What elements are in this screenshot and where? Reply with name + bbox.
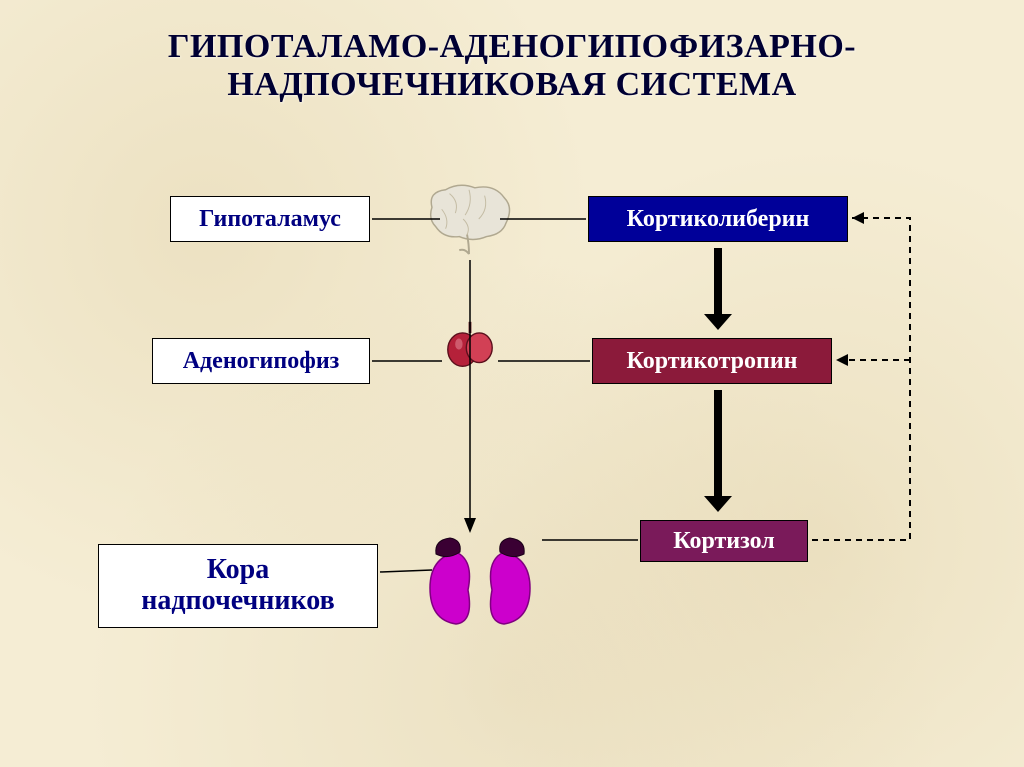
label-hypothalamus: Гипоталамус (170, 196, 370, 242)
label-corticoliberin-text: Кортиколиберин (627, 206, 810, 233)
title-line-1: ГИПОТАЛАМО-АДЕНОГИПОФИЗАРНО- (0, 28, 1024, 66)
title-line-2: НАДПОЧЕЧНИКОВАЯ СИСТЕМА (0, 66, 1024, 104)
label-corticotropin-text: Кортикотропин (627, 348, 798, 375)
label-corticotropin: Кортикотропин (592, 338, 832, 384)
pituitary-icon (442, 320, 498, 370)
adrenals-icon (420, 530, 540, 630)
label-adenohypophysis: Аденогипофиз (152, 338, 370, 384)
label-adrenal-cortex-l2: надпочечников (141, 586, 334, 617)
label-corticoliberin: Кортиколиберин (588, 196, 848, 242)
label-cortisol-text: Кортизол (673, 528, 775, 555)
brain-icon (420, 180, 518, 258)
label-adrenal-cortex: Кора надпочечников (98, 544, 378, 628)
label-hypothalamus-text: Гипоталамус (199, 206, 341, 233)
page-title: ГИПОТАЛАМО-АДЕНОГИПОФИЗАРНО- НАДПОЧЕЧНИК… (0, 28, 1024, 104)
label-cortisol: Кортизол (640, 520, 808, 562)
label-adrenal-cortex-l1: Кора (141, 555, 334, 586)
label-adenohypophysis-text: Аденогипофиз (183, 348, 340, 375)
